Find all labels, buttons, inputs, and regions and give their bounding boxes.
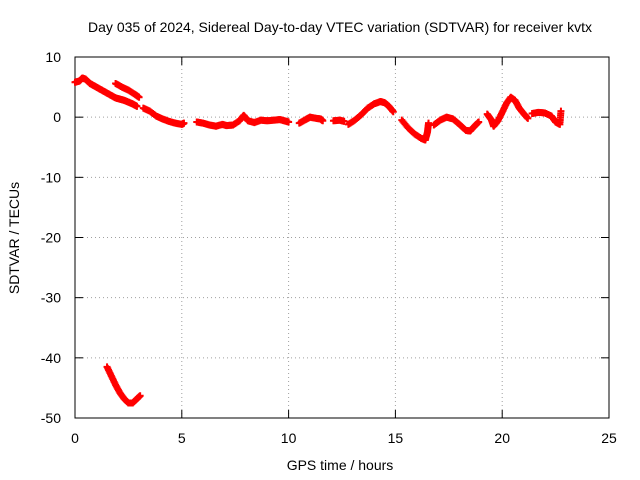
- y-tick-label: -40: [41, 350, 61, 366]
- x-tick-label: 25: [601, 430, 617, 446]
- grid-lines: [75, 57, 609, 418]
- data-point: [475, 118, 483, 126]
- y-axis-label: SDTVAR / TECUs: [6, 182, 22, 294]
- data-point: [524, 114, 532, 122]
- axis-ticks: 0 5 10 15 20 25 -50 -40 -30 -20 -10 0 10: [41, 49, 617, 446]
- y-tick-label: 0: [53, 109, 61, 125]
- data-point: [389, 108, 397, 116]
- data-point: [135, 93, 143, 101]
- data-point: [557, 107, 565, 115]
- x-tick-label: 0: [71, 430, 79, 446]
- y-tick-label: -10: [41, 169, 61, 185]
- x-axis-label: GPS time / hours: [287, 457, 394, 473]
- x-tick-label: 20: [494, 430, 510, 446]
- data-point: [136, 392, 144, 400]
- chart-title: Day 035 of 2024, Sidereal Day-to-day VTE…: [88, 19, 592, 35]
- data-point: [425, 119, 433, 127]
- data-point: [285, 118, 293, 126]
- x-tick-label: 5: [178, 430, 186, 446]
- x-tick-label: 15: [388, 430, 404, 446]
- data-point: [340, 117, 348, 125]
- x-tick-label: 10: [281, 430, 297, 446]
- data-marks: [71, 74, 565, 407]
- data-point: [180, 119, 188, 127]
- data-point: [319, 117, 327, 125]
- y-tick-label: -50: [41, 410, 61, 426]
- y-tick-label: 10: [45, 49, 61, 65]
- data-point: [133, 102, 141, 110]
- y-tick-label: -30: [41, 290, 61, 306]
- y-tick-label: -20: [41, 230, 61, 246]
